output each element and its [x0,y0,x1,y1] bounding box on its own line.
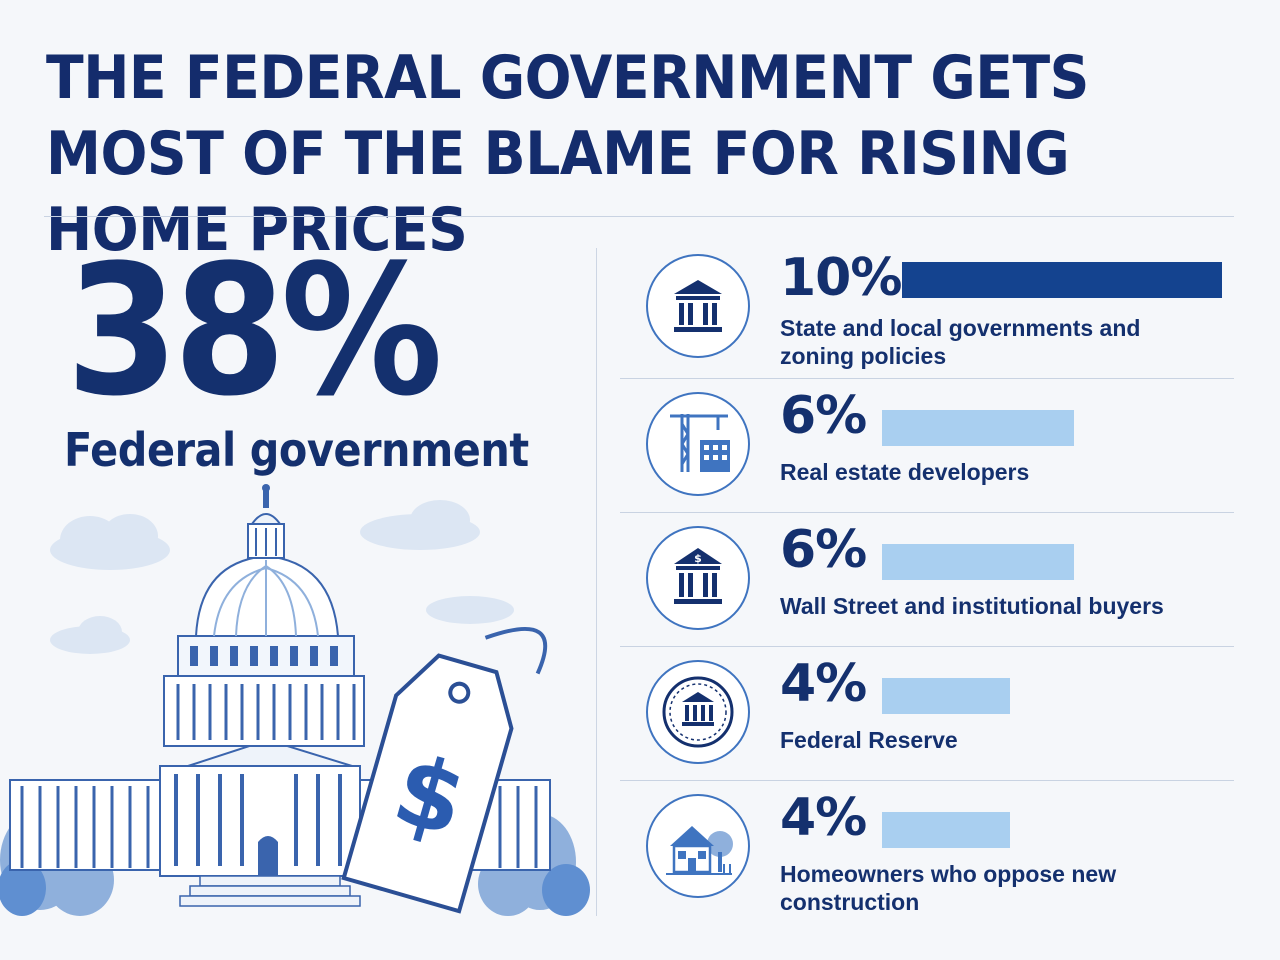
value-label: 6% [780,386,867,446]
construction-crane-icon [646,392,750,496]
government-building-icon [646,254,750,358]
category-label: State and local governments and zoning p… [780,315,1141,369]
bar [882,812,1010,848]
federal-reserve-seal-icon [646,660,750,764]
price-tag-icon: $ [341,626,548,914]
svg-text:$: $ [694,552,702,565]
capitol-price-tag-illustration: $ [0,484,590,916]
row-divider [620,512,1234,513]
value-label: 10% [780,248,902,308]
category-label: Federal Reserve [780,727,958,753]
category-label: Real estate developers [780,459,1030,485]
chart-row: 10% State and local governments and zonin… [620,240,1234,378]
headline-percentage: 38% [66,227,443,436]
category-label: Homeowners who oppose new construction [780,861,1117,915]
value-label: 4% [780,788,867,848]
bar [882,544,1074,580]
chart-row: 4% Federal Reserve [620,646,1234,780]
column-divider [596,248,597,916]
bar [882,678,1010,714]
chart-row: $6% Wall Street and institutional buyers [620,512,1234,646]
headline-label: Federal government [64,423,529,477]
row-divider [620,780,1234,781]
chart-row: 4% Homeowners who oppose new construction [620,780,1234,920]
bar [882,410,1074,446]
category-label: Wall Street and institutional buyers [780,593,1164,619]
row-divider [620,646,1234,647]
page-title: THE FEDERAL GOVERNMENT GETS MOST OF THE … [46,43,1089,265]
value-label: 4% [780,654,867,714]
bank-dollar-icon: $ [646,526,750,630]
house-icon [646,794,750,898]
cloud-icon [50,500,514,654]
value-label: 6% [780,520,867,580]
chart-row: 6% Real estate developers [620,378,1234,512]
bar [902,262,1222,298]
title-divider [44,216,1234,217]
row-divider [620,378,1234,379]
